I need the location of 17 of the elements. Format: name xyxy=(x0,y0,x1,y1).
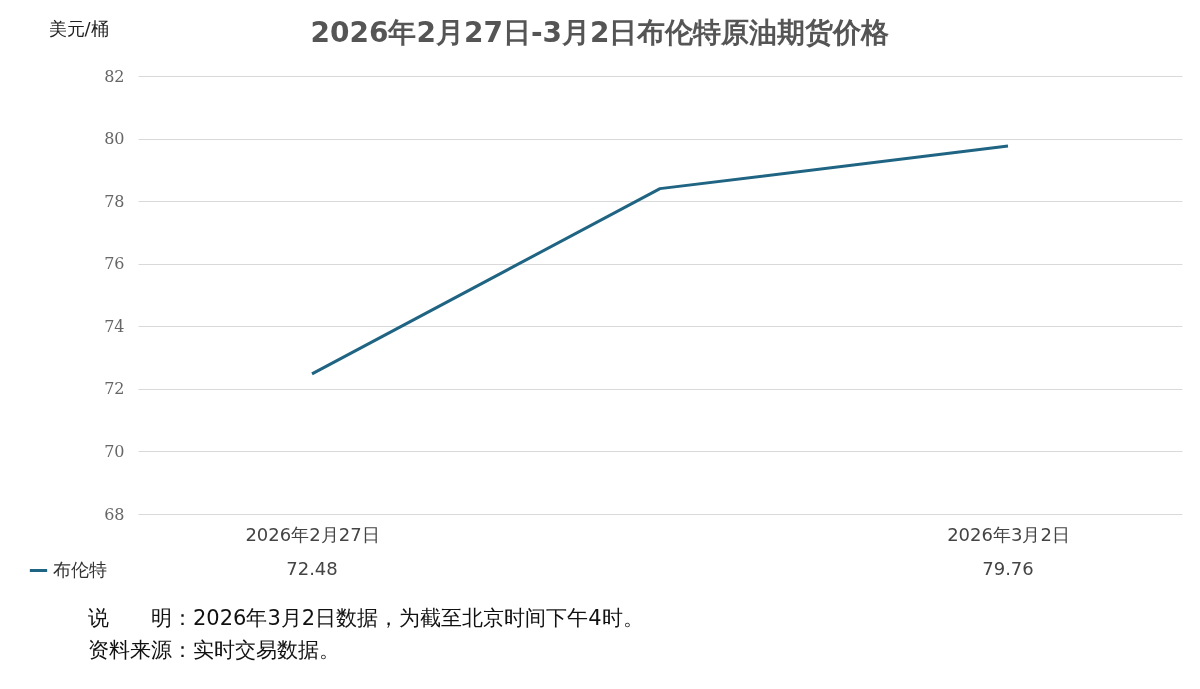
legend-label: 布伦特 xyxy=(53,558,107,580)
y-tick-label: 78 xyxy=(104,191,125,211)
data-label: 72.48 xyxy=(286,558,338,579)
x-tick-label: 2026年2月27日 xyxy=(245,523,380,545)
y-tick-label: 74 xyxy=(104,316,125,336)
chart-title: 2026年2月27日-3月2日布伦特原油期货价格 xyxy=(310,16,890,49)
text: 说 明：2026年3月2日数据，为截至北京时间下午4时。 xyxy=(88,605,644,632)
x-tick-label: 2026年3月2日 xyxy=(947,523,1070,545)
y-tick-label: 70 xyxy=(104,441,125,461)
y-tick-label: 76 xyxy=(104,254,125,274)
y-tick-label: 68 xyxy=(104,504,125,524)
y-axis-title: 美元/桶 xyxy=(48,17,109,39)
data-label: 79.76 xyxy=(982,558,1034,579)
y-tick-label: 80 xyxy=(104,129,125,149)
y-tick-label: 72 xyxy=(104,379,125,399)
y-tick-label: 82 xyxy=(104,66,125,86)
text: 资料来源：实时交易数据。 xyxy=(88,637,341,664)
